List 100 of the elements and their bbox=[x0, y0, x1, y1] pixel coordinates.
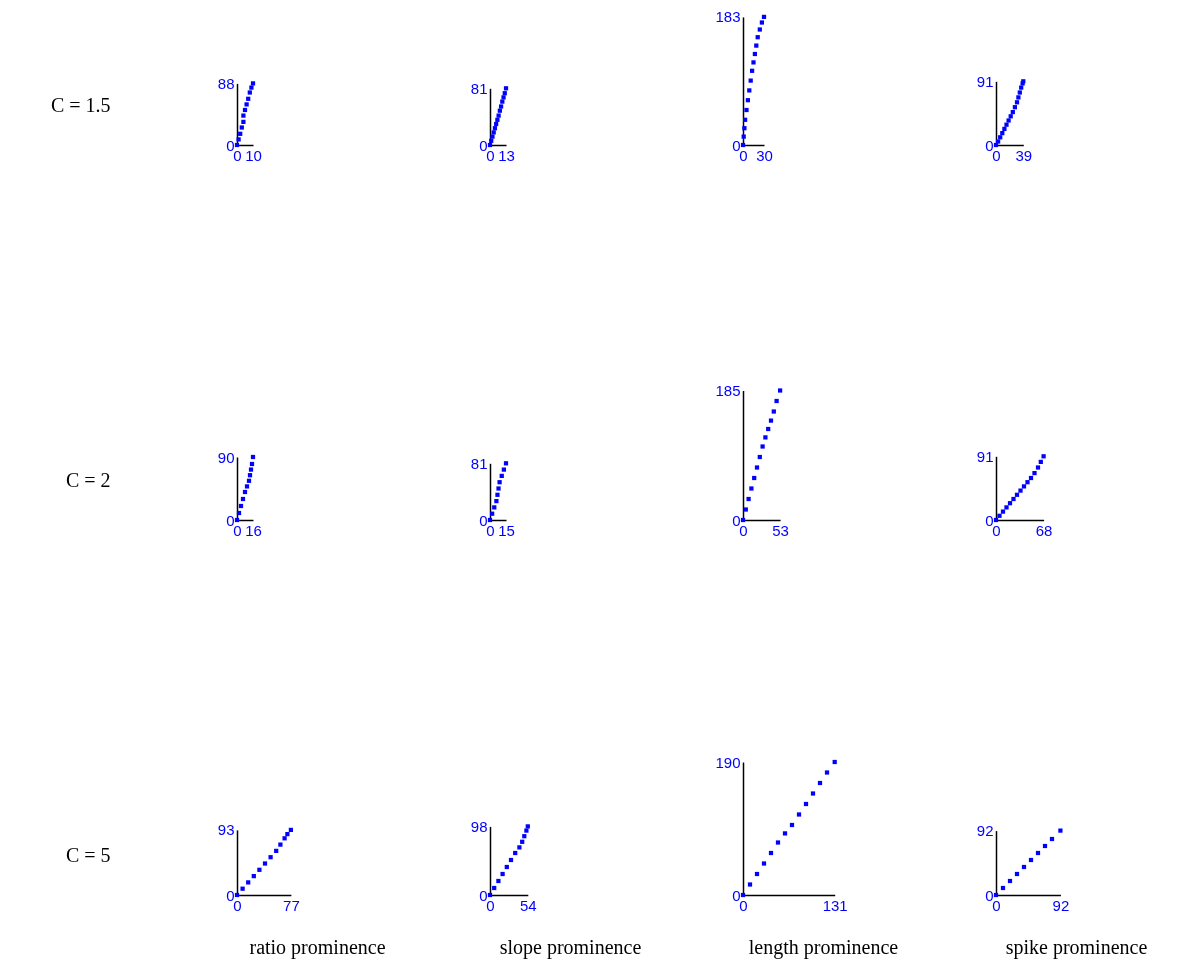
point bbox=[757, 27, 762, 32]
y-tick-label: 90 bbox=[217, 448, 235, 466]
point bbox=[751, 60, 756, 65]
point bbox=[763, 435, 768, 440]
point bbox=[495, 117, 500, 122]
x-tick-label: 77 bbox=[283, 896, 300, 914]
y-tick-label: 88 bbox=[217, 74, 235, 92]
point bbox=[1017, 90, 1022, 95]
y-tick-label: 185 bbox=[715, 382, 741, 399]
point bbox=[743, 507, 748, 512]
x-tick-label: 16 bbox=[245, 521, 262, 539]
point bbox=[1002, 126, 1007, 132]
point bbox=[262, 861, 268, 866]
point bbox=[500, 99, 505, 104]
x-tick-label: 39 bbox=[1015, 146, 1033, 164]
point bbox=[498, 104, 504, 109]
point bbox=[496, 878, 501, 884]
point bbox=[742, 126, 747, 131]
point bbox=[285, 831, 290, 837]
point bbox=[496, 486, 501, 491]
point bbox=[768, 418, 774, 423]
point bbox=[494, 498, 499, 504]
point bbox=[247, 90, 252, 95]
point bbox=[754, 43, 759, 48]
point bbox=[1058, 828, 1063, 833]
point bbox=[241, 113, 246, 118]
y-tick-label: 98 bbox=[470, 817, 488, 835]
point bbox=[741, 134, 746, 139]
x-axis-title: length prominence bbox=[748, 935, 899, 959]
point bbox=[250, 81, 256, 86]
y-tick-label: 91 bbox=[976, 72, 994, 90]
point bbox=[1004, 505, 1009, 510]
point bbox=[248, 467, 254, 472]
x-axis-title: slope prominence bbox=[499, 935, 642, 959]
point bbox=[782, 831, 788, 836]
point bbox=[246, 880, 251, 885]
point bbox=[496, 113, 501, 118]
point bbox=[1032, 470, 1037, 476]
point bbox=[744, 107, 749, 113]
y-tick-label: 91 bbox=[976, 447, 994, 465]
point bbox=[524, 828, 529, 833]
point bbox=[257, 867, 262, 872]
point bbox=[1006, 118, 1011, 123]
y-axis-title: C = 1.5 bbox=[50, 93, 111, 116]
x-tick-label: 131 bbox=[822, 896, 848, 914]
point bbox=[501, 95, 506, 100]
point bbox=[748, 78, 753, 83]
x-tick-label: 92 bbox=[1052, 896, 1070, 914]
point bbox=[236, 137, 241, 142]
x-axis-title: spike prominence bbox=[1005, 935, 1148, 959]
point bbox=[775, 840, 781, 845]
point bbox=[997, 513, 1002, 518]
point bbox=[244, 102, 249, 107]
point bbox=[525, 824, 530, 829]
point bbox=[497, 480, 502, 485]
point bbox=[244, 484, 250, 489]
x-tick-label: 10 bbox=[245, 146, 262, 164]
point bbox=[1000, 509, 1006, 514]
point bbox=[239, 125, 244, 130]
point bbox=[774, 398, 779, 404]
point bbox=[268, 855, 273, 860]
y-axis-title: C = 2 bbox=[65, 468, 111, 491]
y-tick-label: 183 bbox=[715, 8, 741, 26]
point bbox=[501, 467, 506, 472]
point bbox=[1018, 488, 1023, 493]
point bbox=[754, 465, 760, 470]
point bbox=[490, 134, 495, 139]
point bbox=[1025, 480, 1030, 485]
y-tick-label: 190 bbox=[715, 753, 741, 771]
point bbox=[1016, 95, 1021, 100]
point bbox=[1019, 85, 1024, 90]
point bbox=[796, 812, 802, 817]
point bbox=[1004, 122, 1009, 127]
y-tick-label: 92 bbox=[976, 822, 994, 840]
point bbox=[746, 496, 751, 502]
point bbox=[1035, 465, 1041, 470]
x-axis-title: ratio prominence bbox=[249, 935, 386, 959]
point bbox=[517, 845, 522, 850]
point bbox=[495, 492, 500, 497]
x-tick-label: 54 bbox=[519, 896, 537, 914]
y-tick-label: 93 bbox=[217, 821, 235, 839]
point bbox=[747, 88, 752, 93]
point bbox=[810, 791, 816, 796]
point bbox=[240, 886, 245, 891]
point bbox=[759, 20, 765, 25]
point bbox=[995, 139, 1001, 144]
x-tick-label: 68 bbox=[1035, 521, 1053, 539]
point bbox=[777, 388, 783, 393]
point bbox=[249, 85, 254, 90]
y-tick-label: 81 bbox=[470, 454, 488, 472]
x-tick-label: 30 bbox=[756, 146, 773, 164]
x-tick-label: 53 bbox=[772, 521, 789, 539]
point bbox=[1011, 496, 1016, 502]
point bbox=[760, 444, 765, 449]
x-tick-label: 15 bbox=[498, 521, 515, 539]
point bbox=[278, 842, 283, 847]
point bbox=[749, 486, 754, 491]
y-tick-label: 81 bbox=[470, 79, 488, 97]
point bbox=[1021, 484, 1027, 489]
point bbox=[492, 505, 497, 510]
